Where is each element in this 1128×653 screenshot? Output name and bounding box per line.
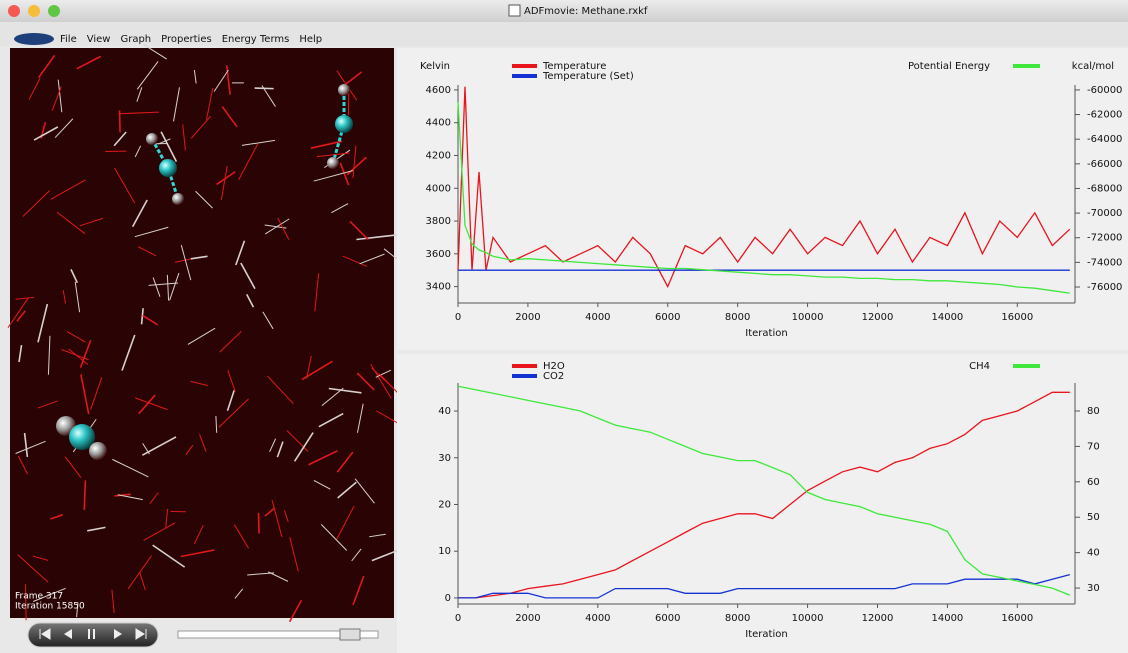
x-tick-label: 2000	[515, 312, 540, 323]
y2-tick-label: -66000	[1087, 159, 1122, 170]
x-axis-label: Iteration	[745, 629, 787, 640]
window-title: ADFmovie: Methane.rxkf	[524, 6, 648, 17]
app-icon	[509, 5, 520, 16]
y-axis-label: Kelvin	[420, 61, 450, 72]
y-tick-label: 4000	[426, 183, 451, 194]
frame-label: Frame 317	[15, 592, 63, 602]
bond	[120, 110, 121, 132]
x-tick-label: 0	[455, 312, 461, 323]
y2-tick-label: -62000	[1087, 110, 1122, 121]
x-tick-label: 4000	[585, 613, 610, 624]
y2-tick-label: -74000	[1087, 257, 1122, 268]
atom	[172, 193, 184, 205]
y2-tick-label: 30	[1087, 583, 1100, 594]
x-tick-label: 12000	[862, 613, 894, 624]
y-tick-label: 4400	[426, 118, 451, 129]
logo	[14, 33, 54, 45]
x-tick-label: 14000	[931, 613, 963, 624]
x-tick-label: 2000	[515, 613, 540, 624]
y2-tick-label: -64000	[1087, 134, 1122, 145]
legend-label: Temperature (Set)	[542, 71, 634, 82]
x-tick-label: 16000	[1001, 312, 1033, 323]
x-tick-label: 16000	[1001, 613, 1033, 624]
chart-panel	[397, 48, 1128, 350]
legend-label: CO2	[543, 371, 564, 382]
y2-tick-label: 70	[1087, 441, 1100, 452]
window: ADFmovie: Methane.rxkf File View Graph Prop…	[0, 0, 1128, 653]
bond	[84, 480, 85, 510]
x-tick-label: 10000	[792, 312, 824, 323]
x-tick-label: 4000	[585, 312, 610, 323]
atom	[89, 442, 107, 460]
legend-label: CH4	[969, 361, 990, 372]
chart-panel	[397, 354, 1128, 653]
iteration-label: Iteration 15850	[15, 602, 85, 612]
minimize-button[interactable]	[28, 5, 40, 17]
y2-tick-label: -68000	[1087, 183, 1122, 194]
atom	[146, 133, 158, 145]
y-tick-label: 4600	[426, 85, 451, 96]
y-tick-label: 10	[438, 546, 451, 557]
x-tick-label: 8000	[725, 613, 750, 624]
menu: File View Graph Properties Energy Terms Help	[60, 34, 322, 45]
close-button[interactable]	[8, 5, 20, 17]
y2-tick-label: -76000	[1087, 282, 1122, 293]
y-tick-label: 3600	[426, 249, 451, 260]
menu-item[interactable]: View	[87, 34, 111, 45]
y-tick-label: 40	[438, 406, 451, 417]
y-tick-label: 20	[438, 499, 451, 510]
menu-item[interactable]: Properties	[161, 34, 212, 45]
x-tick-label: 6000	[655, 312, 680, 323]
y2-tick-label: 80	[1087, 406, 1100, 417]
x-tick-label: 6000	[655, 613, 680, 624]
slider-thumb[interactable]	[340, 629, 360, 640]
menu-item[interactable]: File	[60, 34, 77, 45]
y-tick-label: 4200	[426, 150, 451, 161]
atom	[335, 115, 353, 133]
y2-tick-label: 40	[1087, 548, 1100, 559]
x-tick-label: 14000	[931, 312, 963, 323]
y2-tick-label: 60	[1087, 477, 1100, 488]
y2-tick-label: -70000	[1087, 208, 1122, 219]
atom	[327, 157, 339, 169]
y-tick-label: 0	[445, 593, 451, 604]
x-tick-label: 0	[455, 613, 461, 624]
menu-item[interactable]: Help	[299, 34, 322, 45]
atom	[338, 84, 350, 96]
x-tick-label: 12000	[862, 312, 894, 323]
x-tick-label: 10000	[792, 613, 824, 624]
y-tick-label: 30	[438, 453, 451, 464]
y2-tick-label: -60000	[1087, 85, 1122, 96]
atom	[159, 159, 177, 177]
zoom-button[interactable]	[48, 5, 60, 17]
legend-label: Potential Energy	[908, 61, 990, 72]
menu-item[interactable]: Energy Terms	[222, 34, 290, 45]
menu-item[interactable]: Graph	[120, 34, 151, 45]
y-tick-label: 3400	[426, 282, 451, 293]
x-axis-label: Iteration	[745, 328, 787, 339]
y2-tick-label: -72000	[1087, 233, 1122, 244]
y-tick-label: 3800	[426, 216, 451, 227]
y2-axis-label: kcal/mol	[1072, 61, 1114, 72]
x-tick-label: 8000	[725, 312, 750, 323]
molecule-viewer[interactable]	[10, 48, 394, 618]
y2-tick-label: 50	[1087, 512, 1100, 523]
page: ADFmovie: Methane.rxkf File View Graph Prop…	[0, 0, 1128, 653]
